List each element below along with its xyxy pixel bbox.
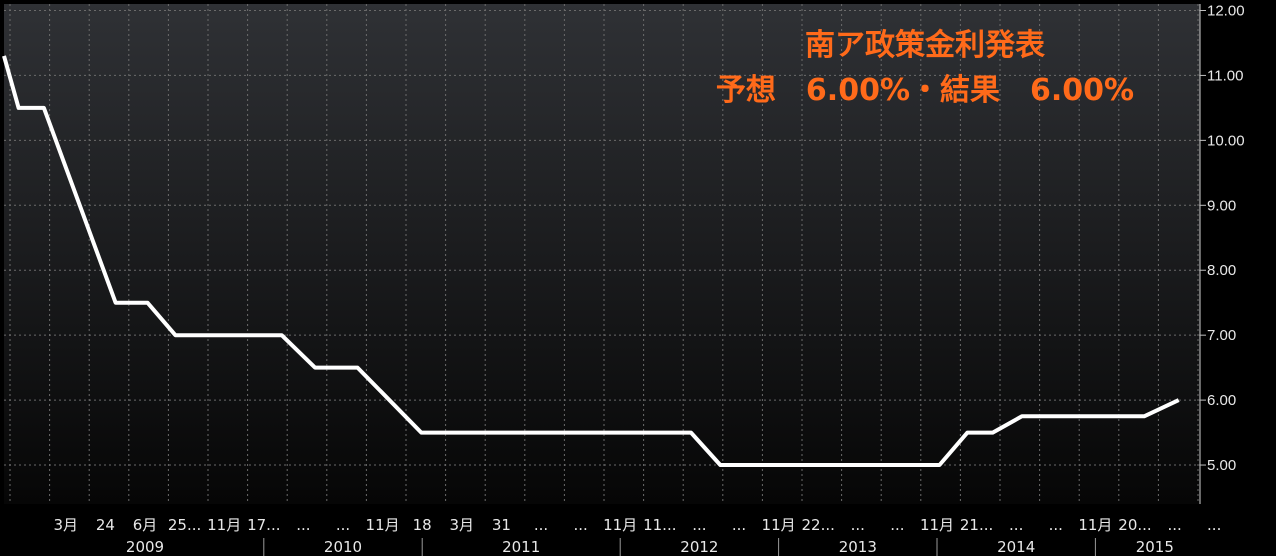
x-tick-label: 11月	[1078, 516, 1112, 534]
x-tick-label: ...	[732, 516, 746, 534]
x-tick-label: 20...	[1118, 516, 1151, 534]
x-grid	[9, 4, 1199, 504]
y-grid	[4, 9, 1200, 466]
y-tick-label: 12.00	[1207, 2, 1245, 19]
x-tick-label: 11月	[920, 516, 954, 534]
y-tick-label: 9.00	[1207, 197, 1236, 214]
x-tick-label: ...	[336, 516, 350, 534]
x-tick-label: ...	[851, 516, 865, 534]
year-label: 2009	[126, 538, 164, 556]
x-tick-label: ...	[890, 516, 904, 534]
plot-background	[4, 4, 1200, 504]
y-tick-label: 11.00	[1207, 67, 1243, 84]
chart-subtitle: 予想 6.00%・結果 6.00%	[716, 73, 1134, 108]
y-tick-label: 6.00	[1207, 392, 1236, 409]
x-tick-label: 11月	[207, 516, 241, 534]
x-tick-label: 31	[492, 516, 511, 534]
x-tick-label: 18	[413, 516, 432, 534]
year-labels: 2009 2010 2011 2012 2013 2014 2015	[126, 538, 1174, 556]
x-tick-label: 24	[96, 516, 115, 534]
year-label: 2014	[997, 538, 1035, 556]
year-label: 2012	[680, 538, 718, 556]
x-tick-label: 11月	[762, 516, 796, 534]
series-line	[2, 55, 1180, 467]
x-tick-label: 6月	[133, 516, 158, 534]
x-tick-label: 22...	[801, 516, 834, 534]
x-ticks: 3月 24 6月 25... 11月 17......... 11月 18 3月 31......…	[54, 516, 1222, 534]
x-tick-label: ...	[534, 516, 548, 534]
y-ticks: 12.00 11.00 10.00 9.00 8.00 7.00 6.00 5.00	[1200, 2, 1245, 474]
x-tick-label: ...	[573, 516, 587, 534]
x-tick-label: ...	[1167, 516, 1181, 534]
year-label: 2010	[324, 538, 362, 556]
x-tick-label: 3月	[450, 516, 475, 534]
x-tick-label: 17...	[247, 516, 280, 534]
year-label: 2011	[502, 538, 540, 556]
x-tick-label: 11...	[643, 516, 676, 534]
chart-title: 南ア政策金利発表	[805, 28, 1045, 63]
x-tick-label: 11月	[366, 516, 400, 534]
x-tick-label: ...	[1049, 516, 1063, 534]
y-tick-label: 10.00	[1207, 132, 1245, 149]
x-tick-label: 3月	[54, 516, 79, 534]
x-tick-label: 25...	[168, 516, 201, 534]
y-tick-label: 5.00	[1207, 457, 1236, 474]
x-tick-label: 21...	[960, 516, 993, 534]
year-label: 2013	[839, 538, 877, 556]
x-tick-label: ...	[1207, 516, 1221, 534]
x-tick-label: ...	[1009, 516, 1023, 534]
y-tick-label: 7.00	[1207, 327, 1236, 344]
x-tick-label: ...	[296, 516, 310, 534]
x-tick-label: 11月	[603, 516, 637, 534]
y-tick-label: 8.00	[1207, 262, 1236, 279]
x-tick-label: ...	[692, 516, 706, 534]
year-label: 2015	[1136, 538, 1174, 556]
